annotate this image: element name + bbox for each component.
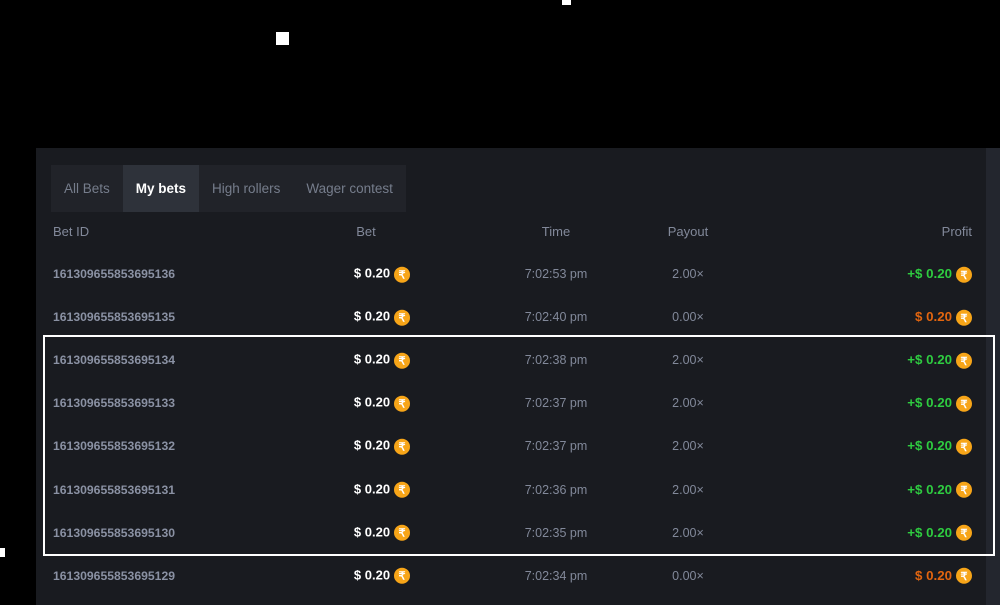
svg-text:₹: ₹ (399, 528, 406, 540)
svg-text:₹: ₹ (961, 442, 968, 454)
svg-text:₹: ₹ (961, 528, 968, 540)
svg-text:₹: ₹ (961, 399, 968, 411)
svg-text:₹: ₹ (399, 313, 406, 325)
svg-text:₹: ₹ (399, 356, 406, 368)
svg-text:₹: ₹ (961, 485, 968, 497)
svg-text:₹: ₹ (961, 313, 968, 325)
svg-text:₹: ₹ (961, 571, 968, 583)
svg-text:₹: ₹ (399, 571, 406, 583)
svg-text:₹: ₹ (399, 270, 406, 282)
svg-text:₹: ₹ (399, 399, 406, 411)
svg-text:₹: ₹ (399, 442, 406, 454)
svg-text:₹: ₹ (399, 485, 406, 497)
svg-text:₹: ₹ (961, 270, 968, 282)
svg-text:₹: ₹ (961, 356, 968, 368)
